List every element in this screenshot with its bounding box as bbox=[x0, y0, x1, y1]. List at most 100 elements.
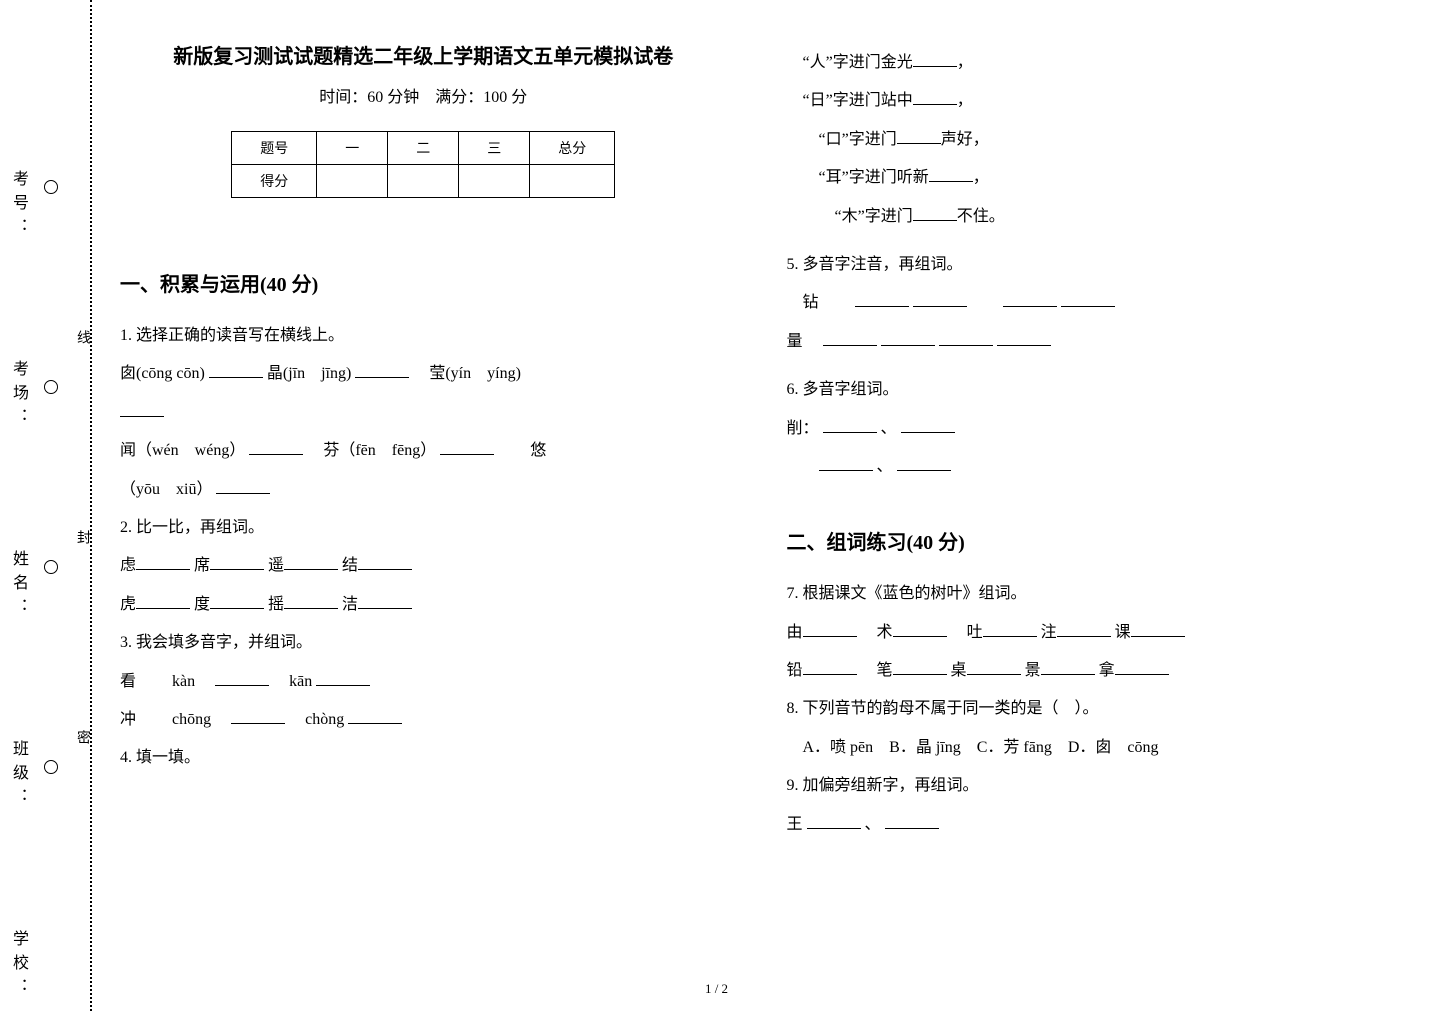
answer-blank[interactable] bbox=[1131, 621, 1185, 637]
score-td[interactable] bbox=[459, 165, 530, 198]
riddle-tail: ， bbox=[957, 92, 973, 109]
answer-blank[interactable] bbox=[355, 362, 409, 378]
table-row: 题号 一 二 三 总分 bbox=[232, 132, 615, 165]
exam-title: 新版复习测试试题精选二年级上学期语文五单元模拟试卷 bbox=[120, 40, 727, 69]
answer-blank[interactable] bbox=[913, 205, 957, 221]
q1-seg: 晶(jīn jīng) bbox=[267, 365, 351, 382]
answer-blank[interactable] bbox=[823, 330, 877, 346]
riddle-line: “人”字进门金光， bbox=[787, 44, 1394, 82]
answer-blank[interactable] bbox=[136, 593, 190, 609]
riddle-line: “日”字进门站中， bbox=[787, 82, 1394, 120]
riddle-seg: “人”字进门金光 bbox=[803, 54, 913, 71]
answer-blank[interactable] bbox=[209, 362, 263, 378]
score-td[interactable] bbox=[530, 165, 615, 198]
q2-char: 虑 bbox=[120, 557, 136, 574]
answer-blank[interactable] bbox=[215, 670, 269, 686]
left-column: 新版复习测试试题精选二年级上学期语文五单元模拟试卷 时间：60 分钟 满分：10… bbox=[120, 40, 727, 961]
riddle-line: “口”字进门 声好， bbox=[787, 121, 1394, 159]
answer-blank[interactable] bbox=[1003, 291, 1057, 307]
answer-blank[interactable] bbox=[913, 51, 957, 67]
q2-char: 摇 bbox=[268, 596, 284, 613]
answer-blank[interactable] bbox=[913, 291, 967, 307]
answer-blank[interactable] bbox=[997, 330, 1051, 346]
answer-blank[interactable] bbox=[893, 659, 947, 675]
q7-char: 笔 bbox=[877, 662, 893, 679]
answer-blank[interactable] bbox=[893, 621, 947, 637]
riddle-seg: “口”字进门 bbox=[819, 131, 897, 148]
answer-blank[interactable] bbox=[120, 401, 164, 417]
q9-char: 王 bbox=[787, 816, 803, 833]
answer-blank[interactable] bbox=[216, 478, 270, 494]
answer-blank[interactable] bbox=[823, 417, 877, 433]
q7-char: 注 bbox=[1041, 624, 1057, 641]
answer-blank[interactable] bbox=[881, 330, 935, 346]
q7-stem: 7. 根据课文《蓝色的树叶》组词。 bbox=[787, 575, 1394, 613]
q8-stem: 8. 下列音节的韵母不属于同一类的是（ ）。 bbox=[787, 690, 1394, 728]
answer-blank[interactable] bbox=[929, 166, 973, 182]
q3-row: 冲 chōng chòng bbox=[120, 701, 727, 739]
answer-blank[interactable] bbox=[913, 89, 957, 105]
q1-line: 囱(cōng cōn) 晶(jīn jīng) 莹(yín yíng) bbox=[120, 355, 727, 393]
answer-blank[interactable] bbox=[807, 813, 861, 829]
q7-char: 术 bbox=[877, 624, 893, 641]
answer-blank[interactable] bbox=[348, 708, 402, 724]
q6-stem: 6. 多音字组词。 bbox=[787, 371, 1394, 409]
q2-row: 虎 度 摇 洁 bbox=[120, 586, 727, 624]
q1-seg: （yōu xiū） bbox=[120, 481, 212, 498]
answer-blank[interactable] bbox=[284, 554, 338, 570]
binding-label-room: 考场： bbox=[6, 360, 30, 432]
answer-blank[interactable] bbox=[210, 554, 264, 570]
answer-blank[interactable] bbox=[210, 593, 264, 609]
q8-options[interactable]: A．喷 pēn B．晶 jīng C．芳 fāng D．囱 cōng bbox=[787, 729, 1394, 767]
answer-blank[interactable] bbox=[316, 670, 370, 686]
answer-blank[interactable] bbox=[1115, 659, 1169, 675]
answer-blank[interactable] bbox=[358, 593, 412, 609]
q1-stem: 1. 选择正确的读音写在横线上。 bbox=[120, 317, 727, 355]
section-heading-1: 一、积累与运用(40 分) bbox=[120, 268, 727, 297]
answer-blank[interactable] bbox=[249, 439, 303, 455]
binding-circle bbox=[44, 760, 58, 774]
q7-row: 由 术 吐 注 课 bbox=[787, 614, 1394, 652]
answer-blank[interactable] bbox=[1061, 291, 1115, 307]
q3-pinyin: kān bbox=[289, 673, 312, 690]
answer-blank[interactable] bbox=[897, 455, 951, 471]
answer-blank[interactable] bbox=[819, 455, 873, 471]
score-td[interactable] bbox=[317, 165, 388, 198]
answer-blank[interactable] bbox=[901, 417, 955, 433]
answer-blank[interactable] bbox=[1057, 621, 1111, 637]
riddle-seg: “耳”字进门听新 bbox=[819, 169, 929, 186]
score-th: 三 bbox=[459, 132, 530, 165]
seal-label-feng: 封 bbox=[72, 530, 92, 550]
answer-blank[interactable] bbox=[136, 554, 190, 570]
answer-blank[interactable] bbox=[231, 708, 285, 724]
q1-line: 闻（wén wéng） 芬（fēn fēng） 悠 bbox=[120, 432, 727, 470]
q5-stem: 5. 多音字注音，再组词。 bbox=[787, 246, 1394, 284]
answer-blank[interactable] bbox=[284, 593, 338, 609]
q3-pinyin: chòng bbox=[305, 711, 344, 728]
score-table: 题号 一 二 三 总分 得分 bbox=[231, 131, 615, 198]
answer-blank[interactable] bbox=[967, 659, 1021, 675]
answer-blank[interactable] bbox=[440, 439, 494, 455]
q2-char: 遥 bbox=[268, 557, 284, 574]
q3-char: 冲 bbox=[120, 711, 136, 728]
q4-stem: 4. 填一填。 bbox=[120, 739, 727, 777]
q6-label: 削： bbox=[787, 420, 819, 437]
answer-blank[interactable] bbox=[885, 813, 939, 829]
score-td[interactable] bbox=[388, 165, 459, 198]
answer-blank[interactable] bbox=[803, 659, 857, 675]
riddle-seg: 声好， bbox=[941, 131, 989, 148]
answer-blank[interactable] bbox=[358, 554, 412, 570]
answer-blank[interactable] bbox=[939, 330, 993, 346]
q1-seg: 囱(cōng cōn) bbox=[120, 365, 205, 382]
answer-blank[interactable] bbox=[983, 621, 1037, 637]
riddle-line: “木”字进门不住。 bbox=[787, 198, 1394, 236]
q3-row: 看 kàn kān bbox=[120, 663, 727, 701]
answer-blank[interactable] bbox=[855, 291, 909, 307]
answer-blank[interactable] bbox=[897, 128, 941, 144]
q2-char: 虎 bbox=[120, 596, 136, 613]
table-row: 得分 bbox=[232, 165, 615, 198]
score-th: 一 bbox=[317, 132, 388, 165]
answer-blank[interactable] bbox=[1041, 659, 1095, 675]
answer-blank[interactable] bbox=[803, 621, 857, 637]
q9-row: 王 、 bbox=[787, 806, 1394, 844]
